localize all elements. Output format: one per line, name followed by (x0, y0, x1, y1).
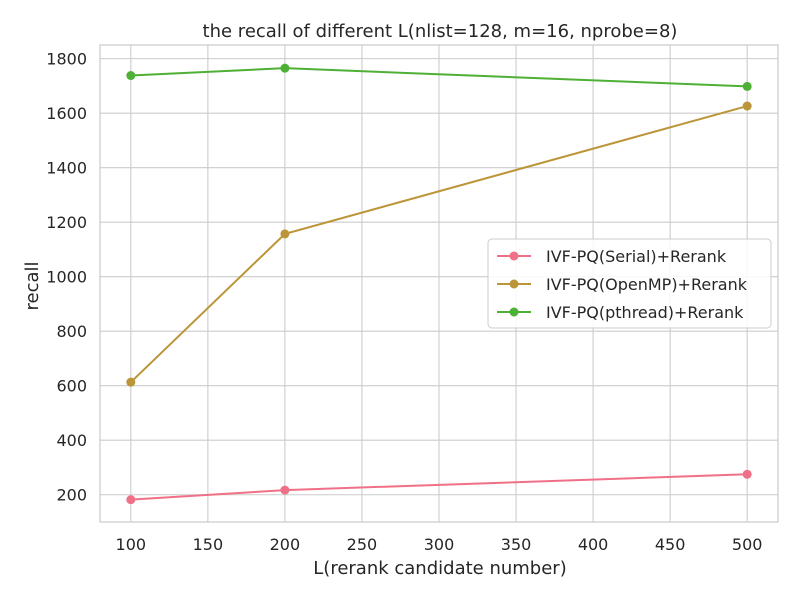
y-tick-label: 1800 (46, 50, 87, 69)
legend-swatch-marker (509, 279, 519, 289)
x-tick-label: 450 (655, 535, 686, 554)
y-tick-label: 600 (56, 377, 87, 396)
x-axis-label: L(rerank candidate number) (313, 558, 566, 579)
data-point (280, 63, 290, 73)
y-tick-label: 400 (56, 431, 87, 450)
legend: IVF-PQ(Serial)+Rerank IVF-PQ(OpenMP)+Rera… (487, 238, 772, 329)
legend-item: IVF-PQ(pthread)+Rerank (497, 303, 744, 322)
legend-item: IVF-PQ(OpenMP)+Rerank (497, 275, 748, 294)
legend-box (487, 238, 772, 329)
x-tick-label: 200 (270, 535, 301, 554)
x-tick-label: 350 (501, 535, 532, 554)
y-tick-label: 1600 (46, 104, 87, 123)
y-tick-label: 1200 (46, 213, 87, 232)
legend-label: IVF-PQ(pthread)+Rerank (546, 303, 744, 322)
x-tick-label: 150 (193, 535, 224, 554)
legend-item: IVF-PQ(Serial)+Rerank (497, 247, 727, 266)
legend-label: IVF-PQ(Serial)+Rerank (546, 247, 727, 266)
series-3 (126, 63, 752, 91)
y-tick-labels: 200 400 600 800 1000 1200 1400 1600 1800 (46, 50, 87, 505)
data-point (742, 469, 752, 479)
legend-label: IVF-PQ(OpenMP)+Rerank (546, 275, 748, 294)
x-tick-label: 400 (578, 535, 609, 554)
data-series (126, 63, 752, 505)
data-point (280, 485, 290, 495)
x-tick-label: 250 (347, 535, 378, 554)
y-axis-label: recall (22, 261, 43, 310)
chart-title: the recall of different L(nlist=128, m=1… (203, 21, 678, 42)
data-point (742, 101, 752, 111)
x-tick-labels: 100 150 200 250 300 350 400 450 500 (116, 535, 763, 554)
plot-area-frame (99, 44, 779, 523)
data-point (280, 229, 290, 239)
x-tick-label: 100 (116, 535, 147, 554)
series-1 (126, 469, 752, 505)
legend-swatch-marker (509, 251, 519, 261)
y-tick-label: 200 (56, 486, 87, 505)
grid-lines (100, 45, 778, 522)
data-point (126, 71, 136, 81)
legend-swatch-marker (509, 307, 519, 317)
x-tick-label: 500 (732, 535, 763, 554)
series-2 (126, 101, 752, 387)
data-point (126, 377, 136, 387)
x-tick-label: 300 (424, 535, 455, 554)
y-tick-label: 800 (56, 322, 87, 341)
y-tick-label: 1000 (46, 268, 87, 287)
data-point (126, 495, 136, 505)
y-tick-label: 1400 (46, 159, 87, 178)
data-point (742, 81, 752, 91)
